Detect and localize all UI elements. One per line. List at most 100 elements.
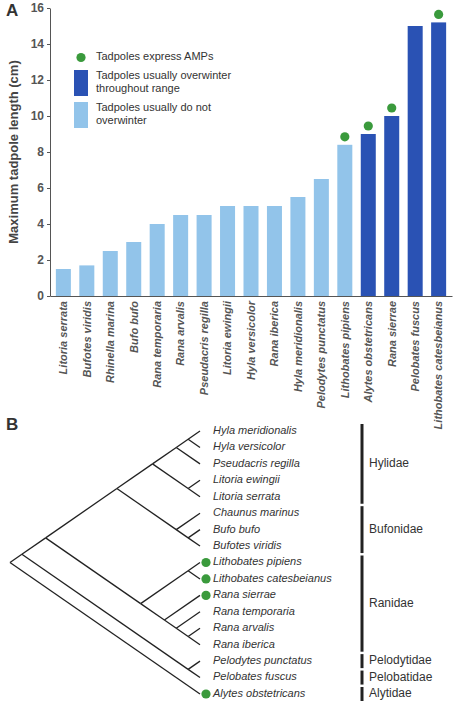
tree-branch bbox=[176, 530, 188, 538]
bar bbox=[197, 215, 212, 296]
tick-label: 4 bbox=[37, 217, 44, 231]
tick: Litoria serrata bbox=[57, 301, 69, 374]
leaf-label: Bufo bufo bbox=[213, 523, 260, 535]
tick: 10 bbox=[31, 109, 50, 123]
bar bbox=[126, 242, 141, 296]
tree-branch bbox=[176, 513, 200, 529]
tick: Pseudacris regilla bbox=[198, 301, 210, 395]
tick-mark bbox=[47, 188, 50, 189]
tree-branch bbox=[188, 563, 200, 571]
tree-branch bbox=[188, 489, 200, 497]
amp-marker bbox=[201, 591, 210, 600]
tick: Bufo bufo bbox=[128, 301, 140, 353]
leaf-label: Lithobates pipiens bbox=[213, 555, 302, 567]
legend-text: Tadpoles express AMPs bbox=[96, 50, 214, 62]
tick-label: 0 bbox=[37, 289, 44, 303]
tick: 12 bbox=[31, 73, 50, 87]
tick: 8 bbox=[37, 145, 50, 159]
tick-mark bbox=[47, 260, 50, 261]
leaf-label: Hyla meridionalis bbox=[213, 424, 297, 436]
tree-branch bbox=[22, 554, 188, 669]
tick: 2 bbox=[37, 253, 50, 267]
tree-branch bbox=[46, 538, 141, 604]
amp-marker bbox=[201, 689, 210, 698]
clade-bracket bbox=[361, 687, 364, 701]
tick-label: Bufotes viridis bbox=[81, 301, 93, 377]
legend-text: Tadpoles usually overwinterthroughout ra… bbox=[96, 69, 231, 94]
tree-branch bbox=[117, 464, 153, 489]
tick-label: Bufo bufo bbox=[128, 301, 140, 353]
y-axis: 0246810121416 bbox=[31, 1, 51, 303]
clade-bracket bbox=[361, 671, 364, 685]
tick: Rana arvalis bbox=[174, 301, 186, 366]
amp-marker bbox=[434, 10, 443, 19]
tick-mark bbox=[47, 116, 50, 117]
clade-label: Ranidae bbox=[369, 596, 414, 610]
x-axis: Litoria serrataBufotes viridisRhinella m… bbox=[51, 297, 453, 430]
tree-branch bbox=[176, 628, 188, 636]
tick: Rana temporaria bbox=[151, 301, 163, 388]
tick: Bufotes viridis bbox=[81, 301, 93, 377]
tick: 0 bbox=[37, 289, 50, 303]
leaf-label: Pseudacris regilla bbox=[213, 457, 300, 469]
tick-label: Rana iberica bbox=[268, 301, 280, 366]
bar bbox=[361, 134, 376, 296]
bar bbox=[384, 116, 399, 296]
clade-label: Pelodytidae bbox=[369, 653, 432, 667]
leaf-label: Hyla versicolor bbox=[213, 440, 286, 452]
leaf-label: Rana temporaria bbox=[213, 605, 295, 617]
tick-label: 16 bbox=[31, 1, 45, 15]
tree-branch bbox=[188, 439, 200, 447]
tick-label: Litoria ewingii bbox=[221, 300, 233, 375]
leaf-label: Rana iberica bbox=[213, 638, 275, 650]
tick-label: Pelodytes punctatus bbox=[315, 301, 327, 409]
tree-branch bbox=[10, 563, 200, 695]
clade-label: Hylidae bbox=[369, 456, 409, 470]
tree-branch bbox=[153, 447, 177, 463]
bar bbox=[408, 26, 423, 296]
legend-text: Tadpoles usually do notoverwinter bbox=[96, 101, 211, 126]
tree-branch bbox=[117, 489, 176, 530]
bar bbox=[103, 251, 118, 296]
bar bbox=[56, 269, 71, 296]
tree-branch bbox=[188, 669, 200, 677]
axis-line bbox=[51, 296, 453, 297]
tree-branch bbox=[164, 595, 200, 620]
tick-mark bbox=[47, 44, 50, 45]
tick-label: Hyla meridionalis bbox=[292, 301, 304, 392]
legend: Tadpoles express AMPs Tadpoles usually ov… bbox=[74, 50, 231, 128]
bar bbox=[173, 215, 188, 296]
leaf-label: Litoria ewingii bbox=[213, 473, 280, 485]
tick-mark bbox=[47, 8, 50, 9]
amp-marker bbox=[387, 103, 396, 112]
tick-label: 12 bbox=[31, 73, 45, 87]
tick: Lithobates pipiens bbox=[339, 301, 351, 398]
leaf-label: Bufotes viridis bbox=[213, 539, 282, 551]
clade-label: Pelobatidae bbox=[369, 670, 433, 684]
amp-marker bbox=[201, 574, 210, 583]
bar bbox=[337, 145, 352, 296]
tick: Litoria ewingii bbox=[221, 300, 233, 375]
leaf-label: Rana sierrae bbox=[213, 588, 276, 600]
tree-branch bbox=[46, 489, 117, 538]
legend-swatch bbox=[74, 70, 88, 96]
tick-mark bbox=[47, 296, 50, 297]
bar bbox=[267, 206, 282, 296]
tick-label: Lithobates catesbeianus bbox=[432, 301, 444, 429]
tree-branch bbox=[188, 480, 200, 488]
leaf-label: Lithobates catesbeianus bbox=[213, 572, 332, 584]
tree-branch bbox=[141, 604, 165, 620]
tree-branch bbox=[188, 571, 200, 579]
tick-label: Rana temporaria bbox=[151, 301, 163, 388]
tree-branch bbox=[153, 464, 189, 489]
figure: AB0246810121416Litoria serrataBufotes vi… bbox=[0, 0, 459, 703]
tree-branch bbox=[188, 661, 200, 669]
tick: Pelobates fuscus bbox=[409, 301, 421, 391]
axis-line bbox=[50, 9, 51, 297]
tree-branch bbox=[164, 620, 176, 628]
tick: 6 bbox=[37, 181, 50, 195]
tree-branch bbox=[188, 431, 200, 439]
bar bbox=[150, 224, 165, 296]
tree-branch bbox=[22, 538, 46, 554]
tick-label: Pseudacris regilla bbox=[198, 301, 210, 395]
